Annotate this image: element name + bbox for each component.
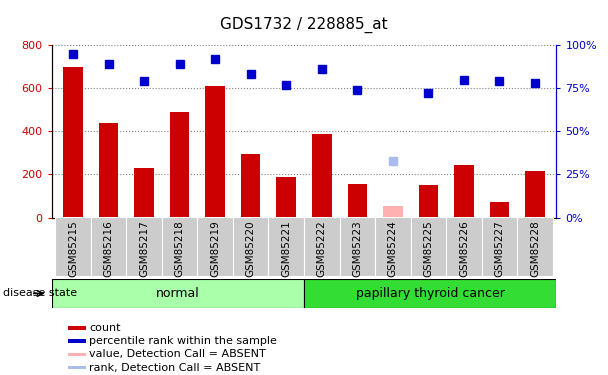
Text: GSM85227: GSM85227 [494,220,505,277]
Bar [206,86,225,218]
Bar [525,171,545,217]
Bar [198,217,233,276]
Bar [68,366,86,369]
Bar [68,339,86,343]
Bar [269,217,304,276]
Bar [68,352,86,356]
Bar [375,217,410,276]
Bar [63,67,83,218]
Text: GSM85221: GSM85221 [282,220,291,277]
Bar [446,217,482,276]
Bar [91,217,126,276]
Bar [55,217,91,276]
Bar [489,202,510,217]
Bar [98,123,119,218]
Text: GSM85220: GSM85220 [246,220,256,277]
Text: GSM85228: GSM85228 [530,220,540,277]
Text: normal: normal [156,287,199,300]
Text: value, Detection Call = ABSENT: value, Detection Call = ABSENT [89,350,266,360]
Text: GSM85219: GSM85219 [210,220,220,277]
Bar [52,279,304,308]
Text: GSM85218: GSM85218 [174,220,185,277]
Text: percentile rank within the sample: percentile rank within the sample [89,336,277,346]
Text: GSM85217: GSM85217 [139,220,149,277]
Bar [241,154,260,218]
Bar [277,177,296,218]
Text: disease state: disease state [3,288,77,298]
Bar [304,217,339,276]
Bar [482,217,517,276]
Bar [126,217,162,276]
Bar [410,217,446,276]
Bar [170,112,189,218]
Text: GDS1732 / 228885_at: GDS1732 / 228885_at [220,17,388,33]
Bar [68,326,86,330]
Bar [419,185,438,218]
Text: rank, Detection Call = ABSENT: rank, Detection Call = ABSENT [89,363,260,373]
Bar [339,217,375,276]
Bar [162,217,198,276]
Text: papillary thyroid cancer: papillary thyroid cancer [356,287,505,300]
Bar [233,217,269,276]
Text: GSM85225: GSM85225 [423,220,434,277]
Bar [134,168,154,217]
Text: GSM85216: GSM85216 [103,220,114,277]
Text: count: count [89,323,120,333]
Bar [304,279,556,308]
Text: GSM85226: GSM85226 [459,220,469,277]
Bar [454,165,474,218]
Text: GSM85215: GSM85215 [68,220,78,277]
Text: GSM85224: GSM85224 [388,220,398,277]
Bar [348,184,367,218]
Bar [517,217,553,276]
Bar [383,206,402,218]
Text: GSM85222: GSM85222 [317,220,326,277]
Text: GSM85223: GSM85223 [352,220,362,277]
Bar [312,135,331,218]
